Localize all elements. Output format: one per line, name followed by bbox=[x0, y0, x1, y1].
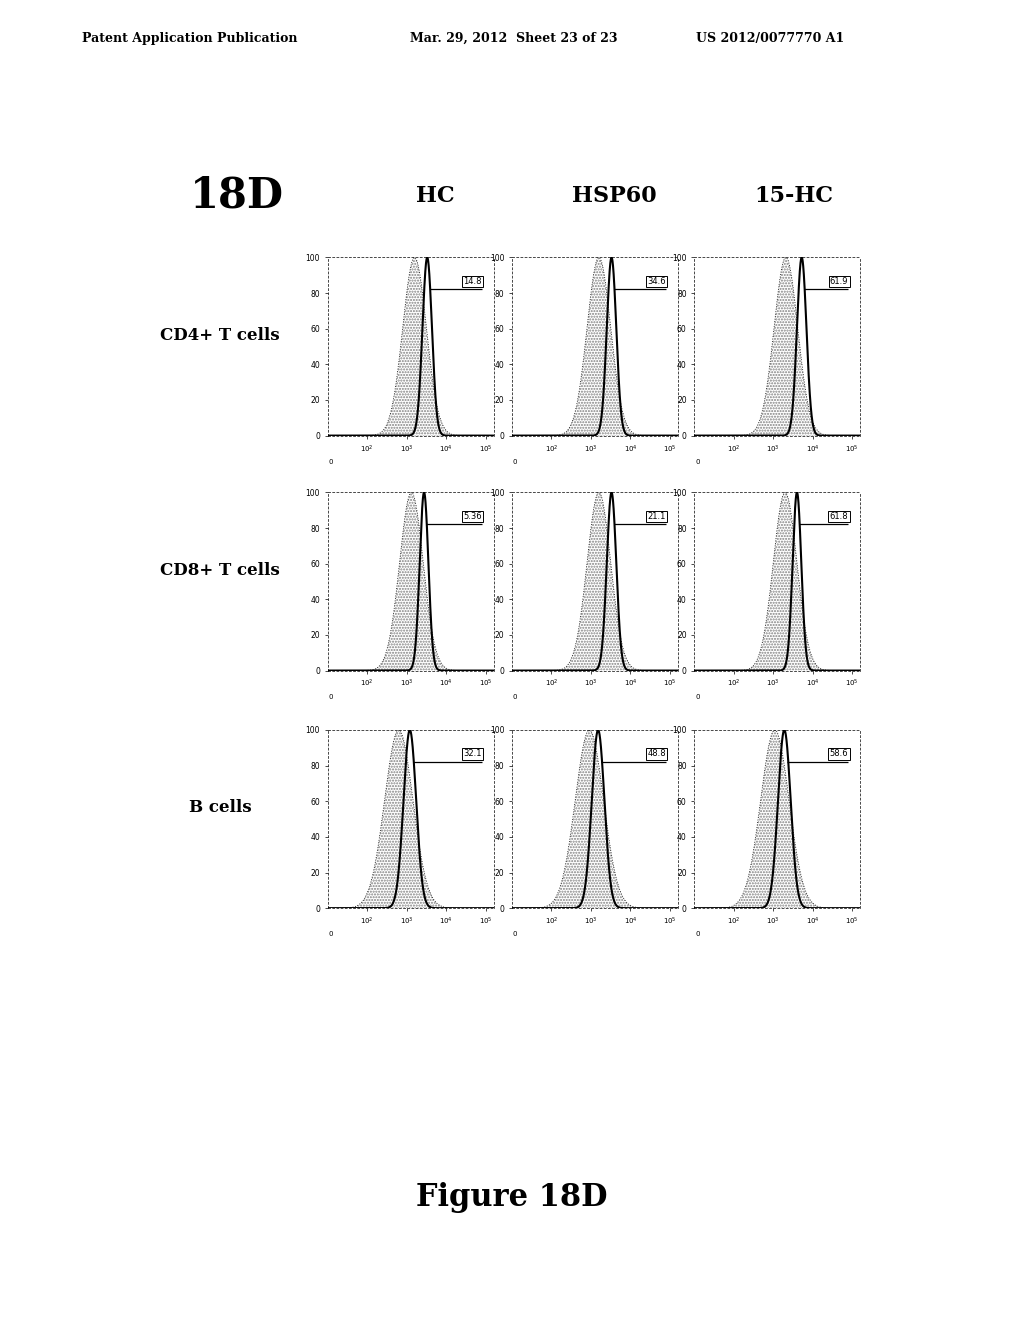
Text: 0: 0 bbox=[513, 459, 517, 465]
Text: 0: 0 bbox=[695, 694, 699, 700]
Text: 21.1: 21.1 bbox=[647, 512, 666, 521]
Text: 0: 0 bbox=[329, 932, 333, 937]
Text: HSP60: HSP60 bbox=[572, 185, 656, 207]
Text: 48.8: 48.8 bbox=[647, 750, 666, 759]
Text: 18D: 18D bbox=[189, 174, 284, 216]
Text: 58.6: 58.6 bbox=[829, 750, 848, 759]
Text: 61.9: 61.9 bbox=[829, 277, 848, 286]
Text: 0: 0 bbox=[329, 694, 333, 700]
Text: 0: 0 bbox=[695, 459, 699, 465]
Text: 0: 0 bbox=[513, 694, 517, 700]
Text: 0: 0 bbox=[329, 459, 333, 465]
Text: 32.1: 32.1 bbox=[463, 750, 481, 759]
Text: 15-HC: 15-HC bbox=[754, 185, 834, 207]
Text: Mar. 29, 2012  Sheet 23 of 23: Mar. 29, 2012 Sheet 23 of 23 bbox=[410, 32, 617, 45]
Text: HC: HC bbox=[416, 185, 455, 207]
Text: 14.8: 14.8 bbox=[463, 277, 481, 286]
Text: B cells: B cells bbox=[188, 800, 252, 816]
Text: 0: 0 bbox=[513, 932, 517, 937]
Text: 34.6: 34.6 bbox=[647, 277, 666, 286]
Text: 0: 0 bbox=[695, 932, 699, 937]
Text: US 2012/0077770 A1: US 2012/0077770 A1 bbox=[696, 32, 845, 45]
Text: CD8+ T cells: CD8+ T cells bbox=[161, 562, 280, 578]
Text: 61.8: 61.8 bbox=[829, 512, 848, 521]
Text: Patent Application Publication: Patent Application Publication bbox=[82, 32, 297, 45]
Text: 5.36: 5.36 bbox=[463, 512, 481, 521]
Text: Figure 18D: Figure 18D bbox=[416, 1181, 608, 1213]
Text: CD4+ T cells: CD4+ T cells bbox=[161, 327, 280, 343]
